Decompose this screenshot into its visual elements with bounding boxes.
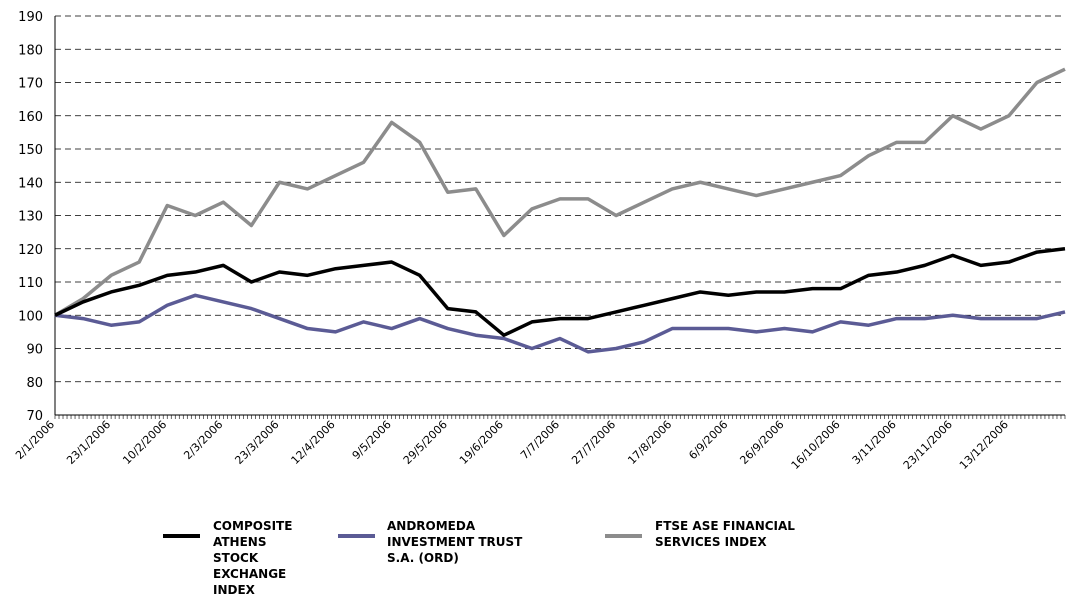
legend-label: COMPOSITE ATHENS STOCK EXCHANGE INDEX	[213, 519, 293, 597]
series-line	[54, 293, 1066, 354]
x-tick-label: 19/6/2006	[457, 418, 506, 467]
x-tick-label: 6/9/2006	[686, 418, 730, 462]
legend-label: ANDROMEDA INVESTMENT TRUST S.A. (ORD)	[387, 519, 523, 565]
y-tick-label: 80	[26, 376, 43, 391]
y-tick-label: 90	[26, 343, 43, 358]
legend-label: FTSE ASE FINANCIAL SERVICES INDEX	[655, 519, 795, 549]
y-tick-label: 160	[18, 110, 43, 125]
y-tick-label: 70	[26, 409, 43, 424]
x-tick-label: 12/4/2006	[289, 418, 338, 467]
x-tick-label: 23/11/2006	[901, 418, 955, 472]
x-tick-label: 27/7/2006	[569, 418, 618, 467]
series-line	[54, 247, 1066, 337]
y-tick-label: 190	[18, 10, 43, 25]
y-tick-label: 130	[18, 210, 43, 225]
x-tick-label: 26/9/2006	[737, 418, 786, 467]
y-tick-label: 120	[18, 243, 43, 258]
series-line	[54, 67, 1066, 317]
x-tick-label: 17/8/2006	[625, 418, 674, 467]
y-tick-label: 150	[18, 143, 43, 158]
x-tick-label: 16/10/2006	[789, 418, 843, 472]
y-tick-label: 170	[18, 77, 43, 92]
y-tick-label: 110	[18, 276, 43, 291]
x-tick-label: 10/2/2006	[120, 418, 169, 467]
x-tick-label: 9/5/2006	[350, 418, 394, 462]
y-tick-label: 100	[18, 309, 43, 324]
x-tick-label: 2/3/2006	[181, 418, 225, 462]
x-tick-label: 13/12/2006	[957, 418, 1011, 472]
x-tick-label: 29/5/2006	[401, 418, 450, 467]
x-tick-label: 3/11/2006	[850, 418, 899, 467]
x-tick-label: 23/1/2006	[64, 418, 113, 467]
x-tick-label: 23/3/2006	[232, 418, 281, 467]
y-tick-label: 180	[18, 43, 43, 58]
x-tick-label: 2/1/2006	[13, 418, 57, 462]
y-tick-label: 140	[18, 176, 43, 191]
x-tick-label: 7/7/2006	[518, 418, 562, 462]
